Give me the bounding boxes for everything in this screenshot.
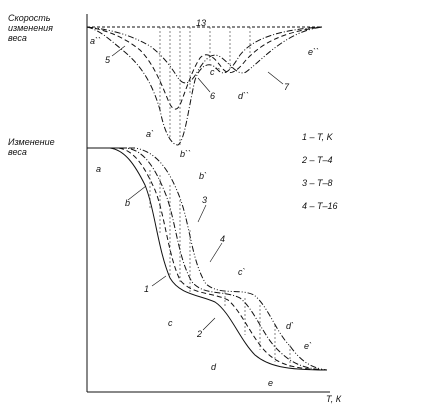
axis-label: веса: [8, 147, 27, 157]
curve-label: 3: [202, 195, 207, 205]
axis-label: Скорость: [8, 13, 51, 23]
curve-rate-a: [86, 26, 323, 146]
curve-label: e`: [304, 341, 312, 351]
curve-label: 7: [284, 82, 290, 92]
curve-label: b`: [199, 171, 207, 181]
axis-label: изменения: [8, 23, 53, 33]
curve-2: [87, 147, 328, 371]
leaders: [111, 45, 284, 331]
curve-rate-c: [86, 26, 323, 84]
curve-label: c``: [210, 67, 221, 77]
legend-entry: 4 – T–16: [302, 201, 338, 211]
curve-label: 1: [144, 284, 149, 294]
curve-label: d``: [238, 91, 249, 101]
curve-label: a`: [146, 129, 154, 139]
curve-label: 4: [220, 234, 225, 244]
curve-1: [87, 147, 328, 371]
axis-label: Т, К: [326, 394, 342, 404]
curve-label: b: [125, 198, 130, 208]
curve-label: c: [168, 318, 173, 328]
axis-label: Изменение: [8, 137, 55, 147]
legend-entry: 1 – T, K: [302, 132, 334, 142]
curve-label: e``: [308, 47, 319, 57]
curve-label: 13: [196, 18, 206, 28]
curve-4: [87, 147, 328, 371]
curve-label: d: [211, 362, 217, 372]
axis-label: веса: [8, 33, 27, 43]
legend-entry: 2 – T–4: [301, 155, 333, 165]
guides: [149, 27, 291, 368]
legend-entry: 3 – T–8: [302, 178, 333, 188]
curve-label: a: [96, 164, 101, 174]
curve-label: b``: [180, 149, 191, 159]
curve-3: [87, 147, 328, 371]
curve-label: 5: [105, 55, 111, 65]
curve-label: d`: [286, 321, 294, 331]
curve-label: a``: [90, 36, 101, 46]
curve-rate-b: [86, 26, 323, 110]
curve-label: 6: [210, 91, 215, 101]
curve-label: e: [268, 378, 273, 388]
curve-label: 2: [196, 329, 202, 339]
curve-label: c`: [238, 267, 246, 277]
